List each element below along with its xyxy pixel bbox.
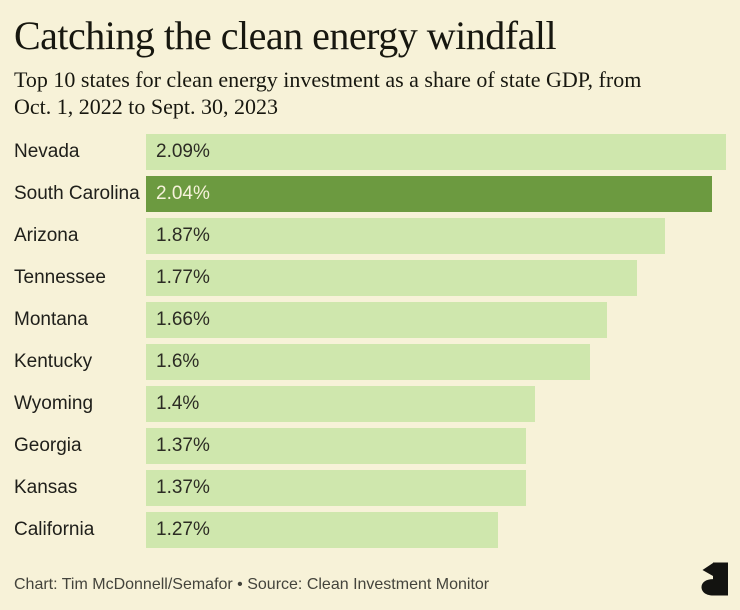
credit-line: Chart: Tim McDonnell/Semafor • Source: C… <box>14 576 490 593</box>
bar-track: 1.66% <box>146 302 726 339</box>
state-label: Montana <box>14 309 88 331</box>
chart-row: Tennessee 1.77% <box>14 260 726 297</box>
bar-value-label: 2.04% <box>156 183 210 205</box>
bar-track: 1.6% <box>146 344 726 381</box>
bar-track: 2.09% <box>146 134 726 171</box>
chart-footer: Chart: Tim McDonnell/Semafor • Source: C… <box>14 562 728 596</box>
chart-subtitle: Top 10 states for clean energy investmen… <box>14 66 726 121</box>
bar-track: 1.77% <box>146 260 726 297</box>
bar: 1.27% <box>146 512 499 549</box>
chart-row: South Carolina 2.04% <box>14 176 726 213</box>
state-label: Tennessee <box>14 267 106 289</box>
chart-header: Catching the clean energy windfall Top 1… <box>0 0 740 120</box>
bar-value-label: 1.6% <box>156 351 200 373</box>
chart-row: Kansas 1.37% <box>14 470 726 507</box>
bar-value-label: 1.27% <box>156 519 210 541</box>
bar-track: 1.37% <box>146 470 726 507</box>
subtitle-line-1: Top 10 states for clean energy investmen… <box>14 66 642 92</box>
bar: 2.04% <box>146 176 713 213</box>
bar-value-label: 1.77% <box>156 267 210 289</box>
state-label: Kansas <box>14 477 78 499</box>
bar-value-label: 1.66% <box>156 309 210 331</box>
state-label: Nevada <box>14 141 80 163</box>
state-label: Wyoming <box>14 393 94 415</box>
chart-row: Georgia 1.37% <box>14 428 726 465</box>
chart-title: Catching the clean energy windfall <box>14 13 557 58</box>
bar: 1.66% <box>146 302 607 339</box>
chart-row: Kentucky 1.6% <box>14 344 726 381</box>
state-label: Georgia <box>14 435 82 457</box>
semafor-logo-icon <box>700 562 728 596</box>
bar-chart: Nevada 2.09% South Carolina 2.04% Arizon… <box>0 134 740 549</box>
bar: 1.6% <box>146 344 591 381</box>
bar: 1.77% <box>146 260 638 297</box>
bar-value-label: 1.4% <box>156 393 200 415</box>
bar-value-label: 1.37% <box>156 477 210 499</box>
bar-value-label: 2.09% <box>156 141 210 163</box>
state-label: South Carolina <box>14 183 140 205</box>
bar: 1.37% <box>146 428 527 465</box>
state-label: Arizona <box>14 225 79 247</box>
bar-track: 1.87% <box>146 218 726 255</box>
subtitle-line-2: Oct. 1, 2022 to Sept. 30, 2023 <box>14 94 278 120</box>
bar-value-label: 1.87% <box>156 225 210 247</box>
bar-track: 1.4% <box>146 386 726 423</box>
chart-row: Wyoming 1.4% <box>14 386 726 423</box>
bar-track: 1.37% <box>146 428 726 465</box>
bar: 2.09% <box>146 134 726 171</box>
state-label: California <box>14 519 95 541</box>
chart-row: Montana 1.66% <box>14 302 726 339</box>
bar-track: 2.04% <box>146 176 726 213</box>
chart-row: California 1.27% <box>14 512 726 549</box>
state-label: Kentucky <box>14 351 93 373</box>
bar: 1.37% <box>146 470 527 507</box>
bar: 1.87% <box>146 218 665 255</box>
bar-track: 1.27% <box>146 512 726 549</box>
chart-row: Nevada 2.09% <box>14 134 726 171</box>
bar: 1.4% <box>146 386 535 423</box>
bar-value-label: 1.37% <box>156 435 210 457</box>
chart-row: Arizona 1.87% <box>14 218 726 255</box>
